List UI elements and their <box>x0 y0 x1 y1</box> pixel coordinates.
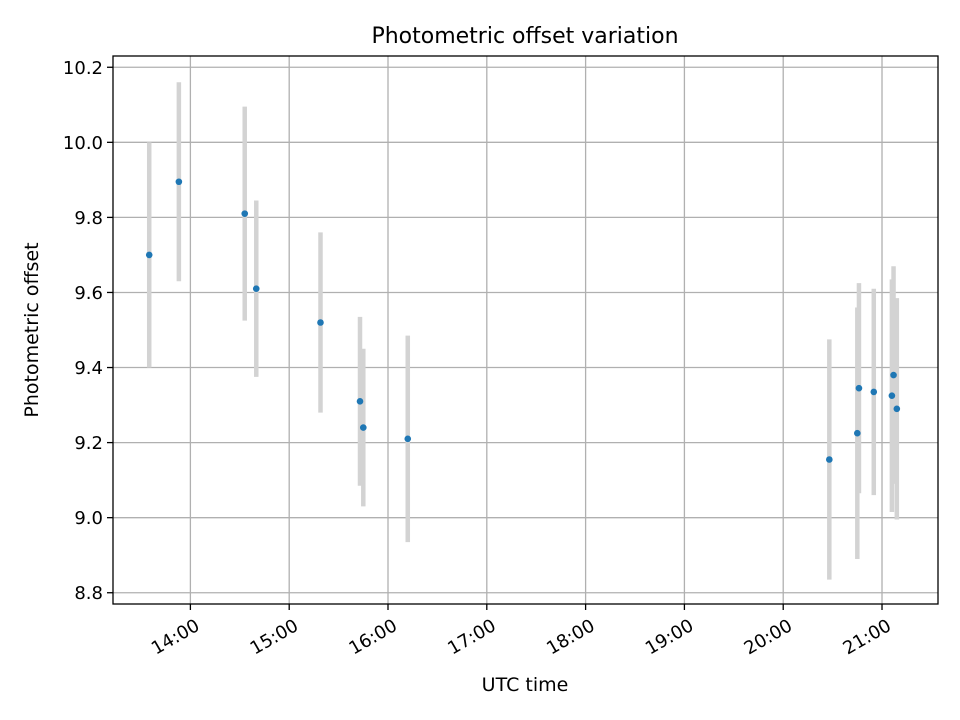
y-tick-label: 9.0 <box>74 508 103 529</box>
data-point <box>252 285 260 293</box>
data-point <box>854 429 861 437</box>
y-tick-label: 10.0 <box>63 133 103 154</box>
y-tick-label: 8.8 <box>74 583 103 604</box>
data-point <box>241 210 249 217</box>
plot-area-frame <box>112 55 939 605</box>
x-tick-label: 20:00 <box>741 615 796 659</box>
data-point <box>175 178 183 186</box>
data-point <box>890 371 897 379</box>
y-axis-label: Photometric offset <box>21 242 43 417</box>
error-bars <box>146 82 900 580</box>
y-tick-label: 9.2 <box>74 433 103 454</box>
data-point <box>888 392 896 399</box>
x-axis-label: UTC time <box>482 674 569 696</box>
data-point <box>359 424 367 431</box>
y-tick-label: 9.6 <box>74 283 103 304</box>
data-point <box>855 384 863 392</box>
x-tick-label: 21:00 <box>839 615 894 659</box>
data-point <box>145 251 153 259</box>
data-point <box>826 456 833 463</box>
x-tick-label: 17:00 <box>444 615 499 659</box>
data-point <box>893 405 901 413</box>
data-points <box>145 178 901 463</box>
grid-lines <box>113 56 938 604</box>
y-tick-label: 10.2 <box>63 58 103 79</box>
x-tick-label: 15:00 <box>247 615 302 659</box>
x-axis-ticks: 14:00 15:00 16:00 17:00 18:00 19:00 20:00 21:00 <box>148 604 895 659</box>
data-point <box>870 388 878 396</box>
x-tick-label: 19:00 <box>642 615 697 659</box>
data-point <box>404 435 412 443</box>
x-tick-label: 18:00 <box>543 615 598 659</box>
x-tick-label: 16:00 <box>345 615 400 659</box>
data-point <box>317 319 324 326</box>
y-tick-label: 9.8 <box>74 208 103 229</box>
y-tick-label: 9.4 <box>74 358 103 379</box>
y-axis-ticks: 8.8 9.0 9.2 9.4 9.6 9.8 10.0 10.2 <box>63 58 113 604</box>
data-point <box>356 398 364 405</box>
x-tick-label: 14:00 <box>148 615 203 659</box>
chart-title: Photometric offset variation <box>371 24 678 49</box>
